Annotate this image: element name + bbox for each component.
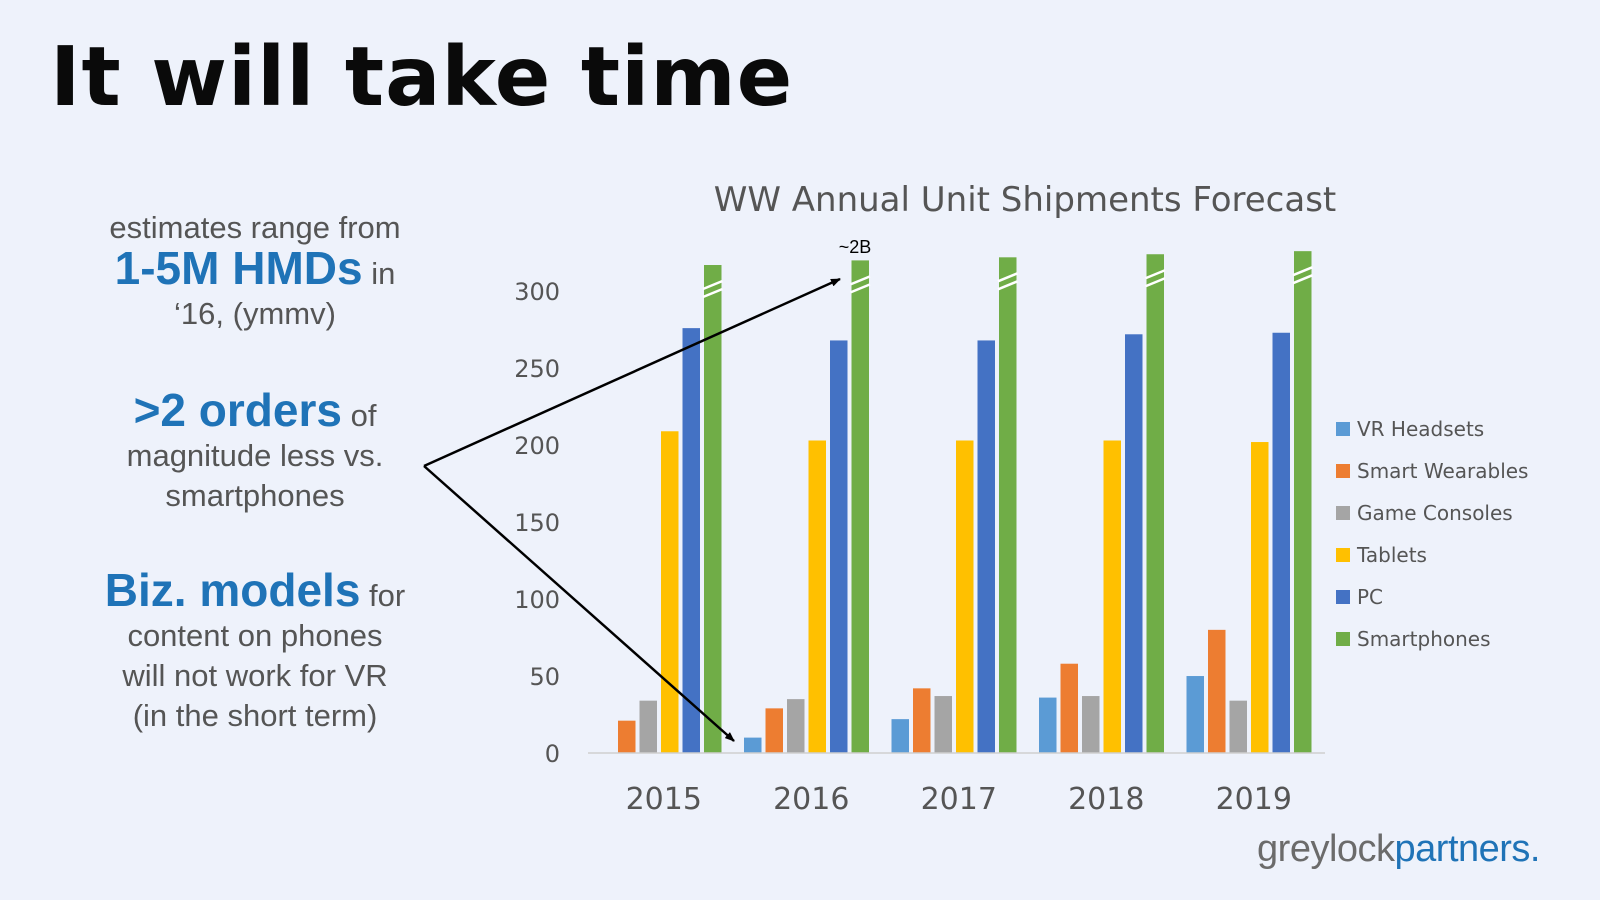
point-orders-of-magnitude: >2 orders of magnitude less vs. smartpho… [60, 387, 450, 516]
axis-break-mark [702, 287, 723, 299]
annotation-2b: ~2B [839, 237, 872, 257]
bar-smart-wearables-2015 [618, 720, 636, 753]
bar-game-consoles-2018 [1082, 696, 1100, 753]
axis-break-mark [1292, 266, 1313, 277]
chart-legend: VR Headsets Smart Wearables Game Consoles T… [1336, 408, 1528, 660]
axis-break-mark [997, 272, 1018, 283]
y-tick-label: 250 [514, 355, 560, 383]
point-3-highlight: Biz. models [104, 564, 361, 616]
point-biz-models: Biz. models for content on phones will n… [60, 567, 450, 736]
point-1-suffix: in [362, 256, 396, 291]
bar-vr-headsets-2019 [1186, 676, 1204, 753]
y-tick-label: 50 [529, 663, 560, 691]
axis-break-mark [850, 283, 871, 294]
axis-break-mark [997, 280, 1018, 291]
bar-smart-wearables-2016 [765, 708, 783, 753]
bar-pc-2019 [1272, 332, 1290, 753]
point-1-rest: ‘16, (ymmv) [174, 296, 336, 331]
point-3-rest: content on phones will not work for VR (… [122, 618, 388, 733]
bar-smart-wearables-2018 [1060, 663, 1078, 753]
legend-label: Smart Wearables [1357, 459, 1529, 483]
point-hmd-estimate: estimates range from 1-5M HMDs in ‘16, (… [60, 208, 450, 334]
legend-item-vr-headsets: VR Headsets [1336, 408, 1528, 450]
axis-break-mark [1292, 274, 1313, 285]
legend-swatch [1336, 422, 1350, 436]
bar-smart-wearables-2017 [913, 688, 931, 753]
y-axis: 0 50 100 150 200 250 300 [514, 278, 560, 768]
legend-label: Game Consoles [1357, 501, 1513, 525]
y-tick-label: 100 [514, 586, 560, 614]
axis-break-mark [850, 275, 871, 286]
x-tick-label-2019: 2019 [1216, 782, 1292, 817]
brand-part-2: partners. [1394, 828, 1541, 870]
x-axis: 2015 2016 2017 2018 2019 [626, 782, 1292, 817]
legend-swatch [1336, 548, 1350, 562]
bar-vr-headsets-2018 [1039, 697, 1057, 753]
bar-pc-2015 [682, 328, 700, 753]
bar-game-consoles-2016 [787, 699, 805, 753]
point-2-suffix: of [341, 398, 377, 433]
brand-part-1: greylock [1257, 828, 1395, 870]
legend-item-smartphones: Smartphones [1336, 618, 1528, 660]
arrow-to-smartphones [423, 277, 841, 468]
point-1-pre: estimates range from [109, 210, 401, 245]
y-tick-label: 150 [514, 509, 560, 537]
bar-smartphones-2015 [704, 265, 722, 753]
x-tick-label-2015: 2015 [626, 782, 702, 817]
y-tick-label: 0 [545, 740, 560, 768]
chart-title: WW Annual Unit Shipments Forecast [714, 180, 1337, 220]
legend-swatch [1336, 590, 1350, 604]
bar-tablets-2018 [1103, 440, 1121, 753]
y-tick-label: 200 [514, 432, 560, 460]
bar-smart-wearables-2019 [1208, 629, 1226, 753]
legend-item-pc: PC [1336, 576, 1528, 618]
legend-label: Tablets [1357, 543, 1427, 567]
bars [618, 251, 1313, 753]
legend-label: Smartphones [1357, 627, 1491, 651]
legend-label: VR Headsets [1357, 417, 1485, 441]
bar-tablets-2016 [808, 440, 826, 753]
bar-smartphones-2018 [1146, 254, 1164, 753]
bar-game-consoles-2015 [639, 700, 657, 753]
bar-tablets-2015 [661, 431, 679, 753]
arrow-to-vr-headsets [423, 465, 735, 742]
legend-item-game-consoles: Game Consoles [1336, 492, 1528, 534]
legend-swatch [1336, 632, 1350, 646]
bar-game-consoles-2017 [934, 696, 952, 753]
y-tick-label: 300 [514, 278, 560, 306]
axis-break-mark [1145, 277, 1166, 288]
legend-item-tablets: Tablets [1336, 534, 1528, 576]
point-3-suffix: for [360, 578, 406, 613]
legend-label: PC [1357, 585, 1384, 609]
x-tick-label-2018: 2018 [1068, 782, 1144, 817]
point-2-rest: magnitude less vs. smartphones [126, 438, 384, 513]
slide-title: It will take time [50, 30, 794, 125]
bar-tablets-2019 [1251, 442, 1269, 753]
axis-break-mark [702, 279, 723, 291]
axis-break-mark [1145, 269, 1166, 280]
x-tick-label-2017: 2017 [921, 782, 997, 817]
bar-vr-headsets-2016 [744, 737, 762, 753]
legend-swatch [1336, 506, 1350, 520]
bar-tablets-2017 [956, 440, 974, 753]
point-2-highlight: >2 orders [133, 384, 342, 436]
legend-swatch [1336, 464, 1350, 478]
bar-game-consoles-2019 [1229, 700, 1247, 753]
brand-logo: greylockpartners. [1257, 828, 1540, 871]
bar-pc-2017 [977, 340, 995, 753]
x-tick-label-2016: 2016 [773, 782, 849, 817]
legend-item-smart-wearables: Smart Wearables [1336, 450, 1528, 492]
bar-smartphones-2017 [999, 257, 1017, 753]
bar-smartphones-2016 [851, 260, 869, 753]
point-1-highlight: 1-5M HMDs [114, 242, 363, 294]
bar-pc-2016 [830, 340, 848, 753]
bar-smartphones-2019 [1294, 251, 1312, 753]
bar-vr-headsets-2017 [891, 719, 909, 753]
bar-pc-2018 [1125, 334, 1143, 753]
